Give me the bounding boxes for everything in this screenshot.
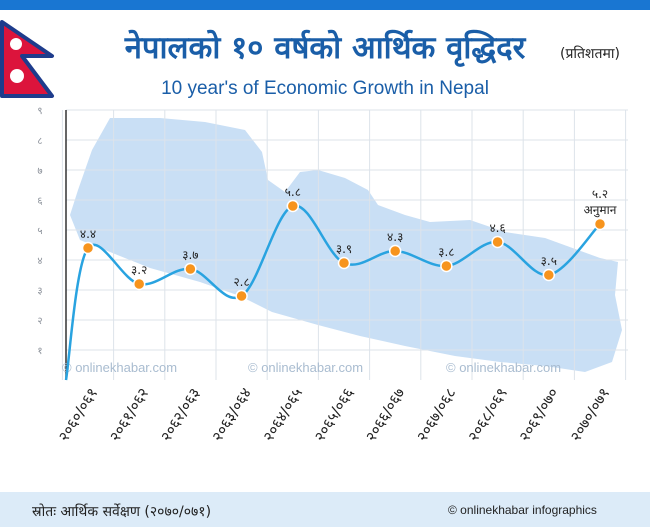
- data-point: [491, 235, 504, 249]
- y-tick-labels: १ २ ३ ४ ५ ६ ७ ८ ९: [37, 106, 42, 357]
- top-accent-bar: [0, 0, 650, 10]
- nepal-flag-icon: [0, 20, 54, 98]
- y-tick-label: ६: [37, 196, 42, 207]
- data-label: ३.५: [541, 254, 557, 268]
- y-tick-label: ७: [37, 166, 42, 177]
- x-tick-label: २०६२/०६३: [157, 385, 204, 445]
- x-tick-label: २०६४/०६५: [259, 384, 306, 444]
- data-point: [593, 217, 607, 231]
- data-point: [235, 289, 248, 303]
- chart-title: नेपालको १० वर्षको आर्थिक वृद्धिदर: [124, 30, 526, 66]
- chart-grid: [61, 109, 628, 380]
- data-label: ३.७: [182, 248, 198, 262]
- x-tick-label: २०६७/०६८: [413, 385, 460, 445]
- watermarks: © onlinekhabar.com © onlinekhabar.com © …: [62, 360, 561, 375]
- data-label: ४.४: [80, 227, 96, 241]
- nepal-map-background: [70, 118, 622, 372]
- watermark: © onlinekhabar.com: [62, 360, 177, 375]
- y-tick-label: ३: [37, 286, 42, 297]
- y-tick-label: १: [37, 346, 42, 357]
- source-note: स्रोतः आर्थिक सर्वेक्षण (२०७०/०७१): [32, 504, 212, 520]
- estimate-annotation: अनुमान: [584, 203, 617, 218]
- data-label: ५.२: [592, 187, 608, 201]
- footer-band: [0, 492, 650, 527]
- unit-note: (प्रतिशतमा): [560, 46, 620, 62]
- x-tick-label: २०६०/०६१: [55, 385, 102, 445]
- y-tick-label: ४: [37, 256, 42, 267]
- x-tick-label: २०६३/०६४: [208, 384, 255, 444]
- data-point: [81, 241, 95, 255]
- data-label: ३.८: [438, 245, 454, 259]
- data-points: [81, 199, 607, 303]
- y-tick-label: ५: [37, 226, 42, 237]
- x-tick-label: २०७०/०७१: [567, 385, 614, 445]
- data-labels: ४.४ ३.२ ३.७ २.८ ५.८ ३.९ ४.३ ३.८ ४.६ ३.५ ५.२: [80, 185, 608, 289]
- y-tick-label: २: [37, 316, 42, 327]
- x-tick-label: २०६८/०६९: [464, 385, 511, 445]
- x-tick-label: २०६६/०६७: [362, 384, 409, 444]
- data-point: [286, 199, 300, 213]
- growth-line-chart: १ २ ३ ४ ५ ६ ७ ८ ९ © onlinekhabar.com © onlinekha…: [37, 106, 628, 445]
- data-point: [440, 259, 453, 273]
- data-label: २.८: [233, 275, 249, 289]
- data-label: ४.६: [489, 221, 505, 235]
- data-label: ४.३: [387, 230, 403, 244]
- x-tick-labels: २०६०/०६१ २०६१/०६२ २०६२/०६३ २०६३/०६४ २०६४/०६५…: [55, 384, 614, 444]
- credit-note: © onlinekhabar infographics: [448, 503, 597, 517]
- x-tick-label: २०६१/०६२: [106, 385, 153, 445]
- watermark: © onlinekhabar.com: [446, 360, 561, 375]
- data-label: ५.८: [285, 185, 301, 199]
- data-point: [132, 277, 146, 291]
- data-point: [337, 256, 351, 270]
- x-tick-label: २०६९/०७०: [515, 385, 562, 445]
- y-tick-label: ८: [37, 136, 42, 147]
- y-tick-label: ९: [37, 106, 42, 117]
- x-tick-label: २०६५/०६६: [311, 384, 358, 444]
- data-point: [388, 244, 402, 258]
- data-point: [184, 262, 197, 276]
- data-point: [542, 268, 556, 282]
- watermark: © onlinekhabar.com: [248, 360, 363, 375]
- chart-subtitle: 10 year's of Economic Growth in Nepal: [161, 78, 489, 99]
- data-label: ३.९: [336, 242, 352, 256]
- data-label: ३.२: [131, 263, 147, 277]
